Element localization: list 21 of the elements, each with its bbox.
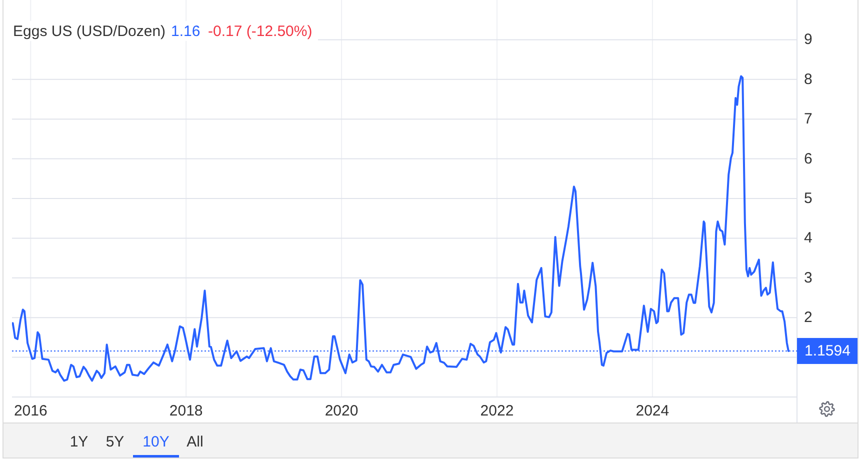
text: 1Y xyxy=(70,434,88,450)
y-tick-label: 4 xyxy=(804,230,812,247)
y-tick-label: 5 xyxy=(804,190,812,207)
y-tick-label: 8 xyxy=(804,70,812,88)
x-tick-label: 2018 xyxy=(169,402,203,420)
x-tick-label: 2022 xyxy=(480,402,514,420)
x-tick-label: 2016 xyxy=(14,402,48,420)
y-tick-label: 2 xyxy=(804,309,812,326)
annotation: 1.16 xyxy=(171,23,200,40)
text: Eggs US (USD/Dozen) xyxy=(13,23,166,40)
y-tick-label: 9 xyxy=(804,31,812,48)
y-tick-label: 6 xyxy=(804,150,812,168)
y-tick-label: 3 xyxy=(804,269,812,286)
ref-line-label: 1.1594 xyxy=(804,342,850,360)
y-tick-label: 7 xyxy=(804,110,812,128)
x-tick-label: 2020 xyxy=(324,402,358,420)
annotation: -0.17 (-12.50%) xyxy=(208,23,312,40)
text: 10Y xyxy=(142,434,170,450)
x-tick-label: 2024 xyxy=(636,402,670,420)
text: All xyxy=(186,434,204,450)
text: 5Y xyxy=(106,434,124,450)
